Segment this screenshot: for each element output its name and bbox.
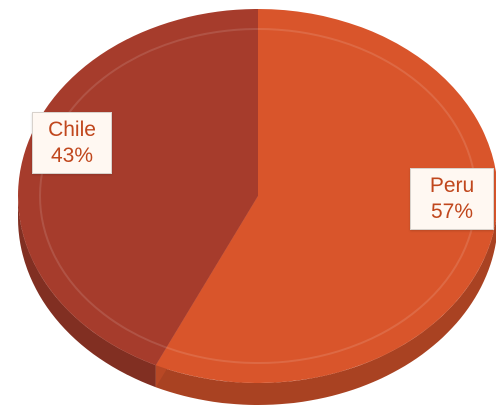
label-chile-name: Chile — [48, 118, 96, 141]
pie-side-peru — [155, 219, 496, 405]
label-chile-value: 43% — [50, 144, 94, 167]
pie-slice-peru — [155, 9, 496, 383]
pie-slice-chile — [18, 9, 259, 366]
data-label-chile: Chile 43% — [32, 112, 112, 174]
label-peru-name: Peru — [429, 174, 475, 197]
pie-tops — [18, 9, 496, 383]
label-peru-value: 57% — [430, 200, 474, 223]
pie-side-chile — [18, 196, 156, 388]
data-label-peru: Peru 57% — [410, 168, 494, 230]
